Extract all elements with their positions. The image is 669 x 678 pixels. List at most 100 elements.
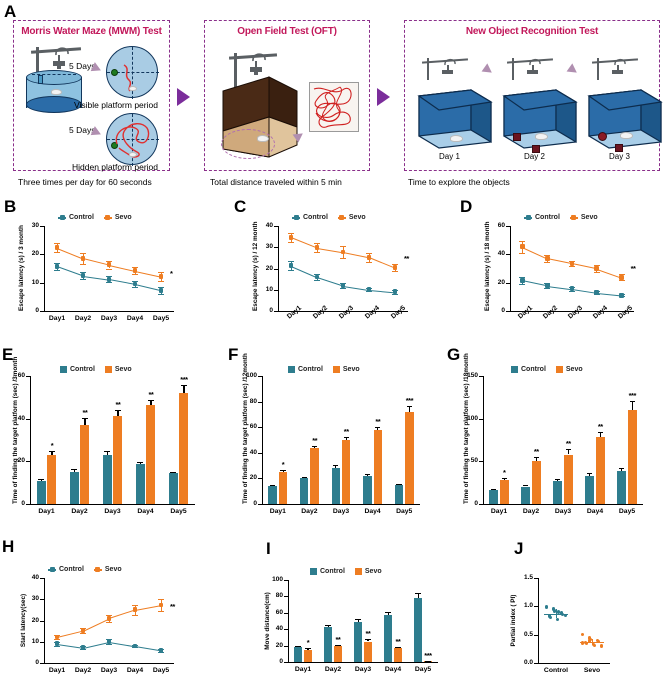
x-tick-label: Day3 xyxy=(332,508,350,515)
y-tick xyxy=(274,226,278,227)
water-maze-cylinder xyxy=(24,70,84,118)
x-tick-label: Day3 xyxy=(354,666,372,673)
panel-letter-j: J xyxy=(514,539,524,558)
panel-h-chart: H 0 10 20 30 40 Start latency(sec) Day1 Day2 Day3… xyxy=(0,530,240,678)
caption-mwm: Three times per day for 60 seconds xyxy=(18,177,152,187)
y-tick-label: 40 xyxy=(249,448,257,456)
camera-stand-icon-oft xyxy=(226,49,284,93)
bar xyxy=(531,460,541,504)
x-tick-label: Day5 xyxy=(170,508,187,515)
y-tick-label: 0 xyxy=(35,307,39,314)
y-tick xyxy=(284,596,288,598)
mouse-icon-day1 xyxy=(450,135,463,142)
y-axis-label: Partial index ( PI) xyxy=(510,594,517,647)
y-tick-label: 1.5 xyxy=(523,574,533,581)
error-cap xyxy=(132,286,138,288)
data-point xyxy=(54,263,60,269)
bar xyxy=(69,472,79,504)
x-tick-label: Day4 xyxy=(137,508,154,515)
panel-f-chart: F 0 20 40 60 80 100 Time of finding the target … xyxy=(226,344,445,530)
error-cap xyxy=(392,293,398,295)
line-segment xyxy=(522,246,548,260)
y-axis xyxy=(44,226,46,311)
y-tick-label: 20 xyxy=(275,641,283,649)
bar xyxy=(489,490,499,504)
x-tick-label: Day4 xyxy=(364,304,381,321)
panel-letter-f: F xyxy=(228,345,239,364)
x-tick-label: Day1 xyxy=(38,508,55,515)
data-point xyxy=(569,286,575,292)
error-cap xyxy=(288,232,294,234)
panel-letter-b: B xyxy=(4,197,17,216)
significance-marker: ** xyxy=(597,421,603,431)
error-cap xyxy=(415,593,421,595)
y-tick-label: 30 xyxy=(265,243,273,251)
y-tick-label: 30 xyxy=(31,222,39,229)
y-tick xyxy=(274,268,278,270)
line-segment xyxy=(82,641,110,649)
scatter-point xyxy=(545,605,549,609)
x-tick-label: Day1 xyxy=(517,304,535,321)
bar xyxy=(363,641,372,662)
data-point xyxy=(366,287,372,292)
data-point xyxy=(314,245,320,251)
y-axis-label: Move distance(cm) xyxy=(264,592,271,650)
y-axis-label: Escape latency (s) / 18 month xyxy=(484,221,491,311)
y-tick xyxy=(40,282,44,284)
legend-swatch-sevo xyxy=(93,566,102,572)
error-bar xyxy=(314,445,316,449)
y-tick-label: 20 xyxy=(17,457,25,465)
legend: Control Sevo xyxy=(48,566,122,573)
significance-marker: ** xyxy=(533,447,539,457)
error-cap xyxy=(569,265,575,267)
x-tick-label: Day5 xyxy=(616,304,634,321)
bar xyxy=(168,473,178,504)
error-cap xyxy=(148,399,154,401)
arrow-oft-to-nor-icon xyxy=(377,88,390,106)
x-tick-label: Day1 xyxy=(48,315,66,322)
error-bar xyxy=(631,400,633,411)
data-point xyxy=(106,615,112,621)
y-axis xyxy=(483,376,485,504)
legend: Control Sevo xyxy=(288,366,360,373)
error-cap xyxy=(618,274,625,276)
error-bar xyxy=(567,449,569,455)
significance-marker: * xyxy=(306,638,310,648)
error-cap xyxy=(132,267,138,269)
x-tick-label: Day4 xyxy=(591,304,609,321)
error-cap xyxy=(54,645,60,647)
data-point xyxy=(158,602,164,608)
y-tick-label: 60 xyxy=(497,222,505,229)
legend-item-control: Control xyxy=(58,214,94,221)
plot-area: 0 20 40 60 Time of finding the target platfo… xyxy=(12,357,195,515)
x-axis xyxy=(44,311,174,313)
legend-label-sevo: Sevo xyxy=(580,214,598,221)
panel-letter-a: A xyxy=(4,2,17,21)
plot-area: 0 10 20 30 40 Escape latency (s) / 12 month Da… xyxy=(252,221,409,320)
error-cap xyxy=(618,280,625,282)
y-tick-label: 0.5 xyxy=(523,630,533,638)
y-tick xyxy=(258,427,262,429)
error-cap xyxy=(325,624,331,626)
significance-marker: ** xyxy=(170,601,175,611)
bar xyxy=(146,405,156,504)
y-tick xyxy=(40,578,44,579)
y-tick-label: 10 xyxy=(31,278,39,286)
legend-swatch-sevo xyxy=(332,366,340,373)
error-bar xyxy=(387,612,389,616)
error-cap xyxy=(106,621,112,623)
y-tick-label: 10 xyxy=(265,285,273,293)
bar xyxy=(393,648,402,662)
panel-letter-e: E xyxy=(2,345,14,364)
error-cap xyxy=(392,264,398,266)
line-segment xyxy=(290,265,318,279)
legend-label-sevo: Sevo xyxy=(364,568,382,575)
y-tick-label: 1.0 xyxy=(523,602,533,610)
label-hidden-platform-period: Hidden platform period xyxy=(72,162,158,172)
error-cap xyxy=(82,418,88,420)
error-bar xyxy=(357,618,359,622)
y-tick-label: 40 xyxy=(497,250,505,258)
significance-marker: * xyxy=(170,269,173,279)
error-cap xyxy=(501,477,507,479)
error-cap xyxy=(106,261,112,263)
